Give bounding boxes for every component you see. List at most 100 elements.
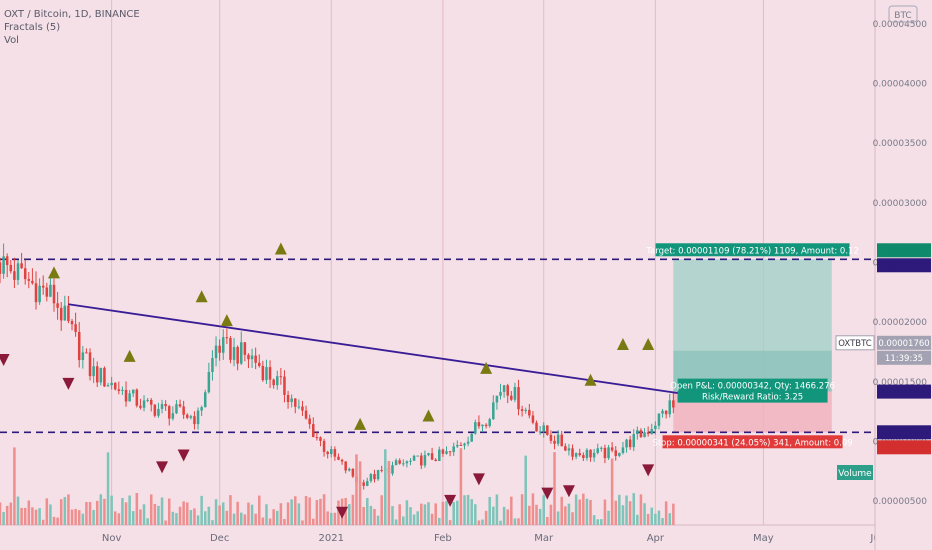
- volume-bar: [672, 503, 675, 525]
- volume-bar: [218, 505, 221, 525]
- volume-bar: [207, 506, 211, 525]
- volume-bar: [232, 513, 236, 525]
- candle-body: [394, 460, 398, 466]
- volume-bar: [466, 494, 470, 525]
- volume-bar: [412, 514, 416, 525]
- candle-body: [553, 440, 556, 444]
- volume-bar: [556, 511, 560, 525]
- volume-bar: [41, 519, 45, 525]
- candle-body: [85, 352, 88, 354]
- volume-bar: [596, 519, 599, 525]
- volume-bar: [243, 514, 247, 525]
- fractal-up-marker: [123, 349, 136, 362]
- candle-body: [171, 413, 175, 419]
- candle-body: [95, 366, 99, 383]
- candle-body: [589, 449, 592, 458]
- candle-body: [618, 453, 621, 456]
- candle-body: [221, 337, 225, 353]
- trendline: [68, 303, 724, 401]
- volume-bar: [254, 513, 257, 525]
- volume-bar: [135, 493, 139, 525]
- candle-body: [167, 406, 171, 419]
- candle-body: [621, 447, 625, 454]
- fractal-down-marker: [0, 354, 10, 367]
- candle-body: [272, 379, 275, 386]
- candle-body: [535, 422, 538, 432]
- volume-bar: [654, 513, 657, 525]
- stop-label: Stop: 0.00000341 (24.05%) 341, Amount: 0…: [652, 438, 852, 448]
- candle-body: [56, 303, 59, 308]
- candle-body: [574, 453, 578, 457]
- target-label: Target: 0.00001109 (78.21%) 1109, Amount…: [645, 246, 859, 256]
- candle-body: [391, 465, 394, 474]
- candle-body: [110, 382, 113, 386]
- volume-bar: [203, 511, 207, 525]
- target-label-box: [655, 243, 850, 257]
- candle-body: [139, 405, 142, 408]
- symbol-title[interactable]: OXT / Bitcoin, 1D, BINANCE: [4, 9, 140, 20]
- volume-indicator-label[interactable]: Vol: [4, 35, 19, 46]
- candle-body: [412, 455, 416, 461]
- candle-body: [16, 263, 20, 280]
- candle-body: [326, 451, 329, 455]
- candle-body: [63, 305, 67, 321]
- fractal-up-marker: [220, 314, 233, 327]
- candle-body: [247, 354, 250, 360]
- volume-bar: [265, 504, 268, 525]
- volume-bar: [81, 513, 85, 525]
- volume-bar: [391, 506, 394, 525]
- candle-body: [657, 413, 661, 426]
- candle-body: [441, 449, 445, 454]
- y-tick-label: 0.00003500: [873, 139, 928, 149]
- price-tag-box: [877, 425, 931, 440]
- volume-bar: [528, 505, 531, 525]
- candle-body: [257, 362, 261, 366]
- volume-bar: [38, 508, 41, 525]
- candle-body: [416, 455, 419, 457]
- pnl-label: Open P&L: 0.00000342, Qty: 1466.276: [670, 382, 835, 392]
- volume-bar: [276, 510, 279, 525]
- candle-body: [2, 256, 5, 274]
- volume-bar: [463, 495, 466, 525]
- candle-body: [373, 474, 376, 480]
- candle-body: [59, 307, 63, 321]
- candle-body: [344, 461, 347, 471]
- volume-bar: [643, 503, 646, 525]
- volume-bar: [610, 458, 614, 525]
- volume-bar: [582, 493, 585, 525]
- volume-bar: [268, 518, 272, 525]
- candle-body: [225, 337, 229, 339]
- volume-bar: [157, 505, 160, 525]
- candle-body: [571, 448, 574, 457]
- y-tick-label: 0.00002000: [873, 318, 928, 328]
- volume-bar: [139, 509, 142, 525]
- currency-badge-text: BTC: [894, 11, 911, 21]
- price-tag-box: [877, 243, 931, 258]
- candle-body: [405, 461, 409, 464]
- target-zone: [673, 259, 832, 392]
- volume-bar: [632, 493, 636, 525]
- candle-body: [74, 324, 77, 332]
- candle-body: [31, 280, 34, 284]
- volume-bar: [542, 495, 545, 525]
- candle-body: [322, 440, 326, 452]
- fractal-up-marker: [48, 266, 61, 279]
- fractal-up-marker: [422, 409, 435, 422]
- x-tick-label: Nov: [102, 533, 122, 544]
- fractals-indicator-label[interactable]: Fractals (5): [4, 22, 61, 33]
- candle-body: [600, 447, 603, 449]
- volume-bar: [420, 503, 423, 525]
- price-tag: 0.00002527: [878, 246, 929, 256]
- candle-body: [124, 389, 128, 402]
- candle-body: [654, 425, 657, 430]
- candle-body: [542, 425, 545, 432]
- fractal-down-marker: [336, 506, 349, 519]
- price-tag: 11:39:35: [885, 354, 923, 364]
- volume-bar: [614, 500, 618, 525]
- volume-bar: [74, 508, 77, 525]
- volume-bar: [63, 497, 67, 525]
- candle-body: [232, 346, 236, 360]
- volume-bar: [193, 508, 196, 525]
- candle-body: [520, 409, 524, 411]
